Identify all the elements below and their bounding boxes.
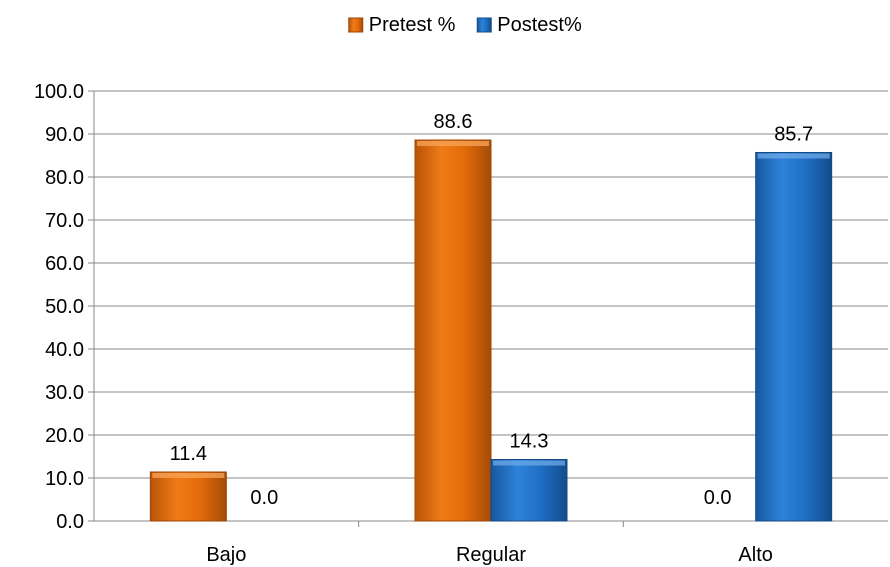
y-tick-label: 40.0 [45, 339, 84, 361]
bar-postest [755, 151, 833, 522]
legend: Pretest % Postest% [348, 14, 582, 36]
legend-swatch [348, 17, 364, 33]
bar-top-bevel [417, 141, 489, 147]
y-tick-label: 60.0 [45, 253, 84, 275]
bar-top-bevel [152, 472, 225, 478]
y-tick-label: 50.0 [45, 296, 84, 318]
y-tick-label: 20.0 [45, 425, 84, 447]
y-tick-label: 0.0 [56, 511, 84, 533]
data-label: 85.7 [774, 123, 813, 145]
bar-top-bevel [757, 153, 830, 159]
data-labels: 11.4 0.0 88.6 14.3 0.0 85.7 [170, 111, 814, 509]
y-tick-label: 30.0 [45, 382, 84, 404]
y-tick-label: 90.0 [45, 124, 84, 146]
bar-pretest [414, 139, 492, 522]
x-category-label: Alto [738, 544, 772, 566]
x-category-label: Bajo [206, 544, 246, 566]
data-label: 0.0 [250, 487, 278, 509]
bar-postest [490, 459, 568, 522]
legend-swatch [476, 17, 492, 33]
y-tick-label: 80.0 [45, 167, 84, 189]
axes: 0.0 10.0 20.0 30.0 40.0 50.0 60.0 70.0 80.0 90.0 1… [34, 81, 888, 566]
y-tick-label: 10.0 [45, 468, 84, 490]
legend-label: Postest% [497, 14, 582, 36]
data-label: 88.6 [434, 111, 473, 133]
bar-top-bevel [493, 460, 565, 466]
bars [149, 139, 833, 522]
y-tick-label: 100.0 [34, 81, 84, 103]
data-label: 11.4 [170, 443, 207, 465]
bar-pretest [149, 471, 227, 522]
x-category-label: Regular [456, 544, 526, 566]
data-label: 14.3 [510, 431, 549, 453]
legend-label: Pretest % [369, 14, 456, 36]
y-tick-label: 70.0 [45, 210, 84, 232]
data-label: 0.0 [704, 487, 732, 509]
